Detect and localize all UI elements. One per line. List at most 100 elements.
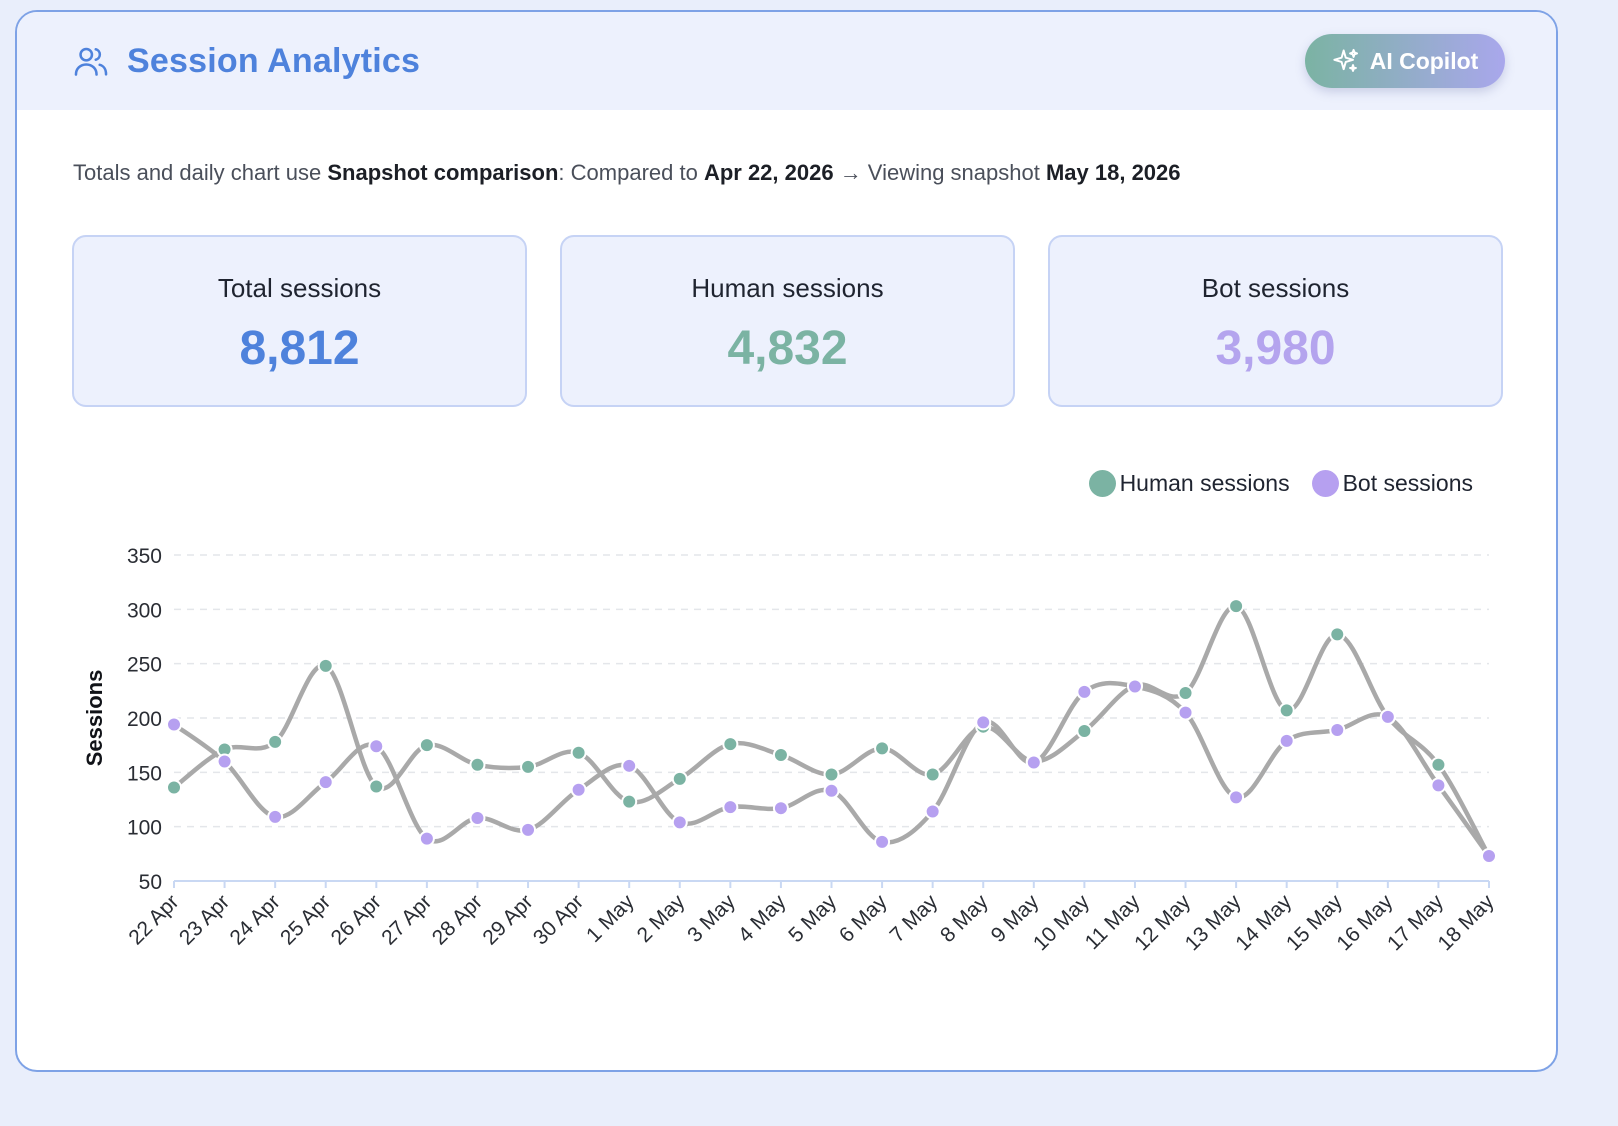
data-point-bot — [1228, 789, 1245, 806]
y-tick-label: 300 — [127, 599, 162, 622]
stat-card-bot-sessions: Bot sessions 3,980 — [1048, 235, 1503, 407]
data-point-bot — [368, 738, 385, 755]
x-tick-label: 2 May — [633, 890, 690, 947]
session-analytics-card: Session Analytics AI Copilot Totals and … — [15, 10, 1558, 1072]
x-tick-label: 30 Apr — [529, 890, 588, 949]
ai-copilot-label: AI Copilot — [1369, 47, 1479, 74]
data-point-human — [1076, 723, 1093, 740]
legend-label-human: Human sessions — [1119, 470, 1290, 496]
data-point-human — [267, 733, 284, 750]
data-point-human — [722, 736, 739, 753]
data-point-bot — [1278, 732, 1295, 749]
x-tick-label: 5 May — [784, 890, 841, 947]
data-point-bot — [570, 781, 587, 798]
page-title: Session Analytics — [127, 42, 421, 80]
x-tick-label: 25 Apr — [276, 890, 335, 949]
x-tick-label: 26 Apr — [327, 890, 386, 949]
x-tick-label: 13 May — [1181, 890, 1246, 955]
data-point-bot — [267, 808, 284, 825]
card-header: Session Analytics AI Copilot — [17, 12, 1556, 110]
data-point-bot — [418, 830, 435, 847]
data-point-human — [1228, 598, 1245, 615]
data-point-human — [874, 740, 891, 757]
data-point-bot — [1329, 721, 1346, 738]
data-point-human — [621, 793, 638, 810]
data-point-bot — [1126, 678, 1143, 695]
series-line-bot — [171, 680, 1492, 859]
data-point-human — [520, 758, 537, 775]
subtitle-compared-text: : Compared to — [558, 160, 704, 185]
data-point-human — [1329, 626, 1346, 643]
data-point-human — [1430, 756, 1447, 773]
data-point-bot — [823, 782, 840, 799]
data-point-bot — [1076, 683, 1093, 700]
data-point-human — [570, 744, 587, 761]
data-point-human — [671, 770, 688, 787]
legend-item-human[interactable]: Human sessions — [1088, 470, 1290, 497]
stat-label-human: Human sessions — [691, 273, 884, 303]
subtitle-mode: Snapshot comparison — [327, 160, 559, 185]
users-icon — [74, 47, 108, 76]
stat-label-total: Total sessions — [217, 273, 382, 303]
data-point-human — [772, 746, 789, 763]
y-tick-label: 150 — [127, 762, 162, 785]
subtitle-arrow: → Viewing snapshot — [833, 160, 1046, 185]
data-point-bot — [520, 821, 537, 838]
sparkle-icon — [1333, 48, 1358, 72]
x-tick-label: 16 May — [1332, 890, 1397, 955]
x-tick-label: 27 Apr — [377, 890, 436, 949]
x-tick-label: 28 Apr — [428, 890, 487, 949]
x-tick-label: 10 May — [1029, 890, 1094, 955]
legend-swatch-human — [1088, 470, 1116, 497]
chart-legend: Human sessions Bot sessions — [1088, 470, 1473, 497]
x-tick-label: 22 Apr — [124, 890, 183, 949]
data-point-bot — [671, 814, 688, 831]
subtitle-prefix: Totals and daily chart use — [73, 160, 328, 185]
y-tick-label: 200 — [127, 708, 162, 731]
data-point-bot — [722, 799, 739, 816]
y-tick-label: 50 — [139, 871, 162, 894]
y-tick-label: 350 — [127, 545, 162, 568]
stat-label-bot: Bot sessions — [1201, 273, 1350, 303]
series-line-human — [171, 603, 1492, 859]
x-tick-label: 6 May — [835, 890, 892, 947]
x-tick-label: 15 May — [1282, 890, 1347, 955]
data-point-human — [317, 657, 334, 674]
x-tick-label: 17 May — [1383, 890, 1448, 955]
data-point-bot — [1430, 777, 1447, 794]
data-point-bot — [621, 757, 638, 774]
ai-copilot-button[interactable]: AI Copilot — [1305, 34, 1505, 88]
stat-card-total-sessions: Total sessions 8,812 — [72, 235, 527, 407]
data-point-bot — [772, 800, 789, 817]
data-point-human — [469, 756, 486, 773]
x-tick-label: 12 May — [1130, 890, 1195, 955]
legend-item-bot[interactable]: Bot sessions — [1311, 470, 1473, 497]
data-point-human — [166, 779, 182, 796]
data-point-bot — [1177, 704, 1194, 721]
x-tick-label: 4 May — [734, 890, 791, 947]
legend-label-bot: Bot sessions — [1342, 470, 1473, 496]
stat-value-bot: 3,980 — [1215, 322, 1336, 375]
data-point-human — [368, 778, 385, 795]
y-axis-label: Sessions — [82, 670, 107, 767]
x-tick-label: 24 Apr — [225, 890, 284, 949]
x-tick-label: 8 May — [936, 890, 993, 947]
data-point-human — [418, 737, 435, 754]
y-tick-label: 100 — [127, 817, 162, 840]
data-point-bot — [469, 809, 486, 826]
x-tick-label: 1 May — [582, 890, 639, 947]
data-point-bot — [1481, 848, 1497, 865]
data-point-bot — [166, 716, 182, 733]
data-point-human — [1278, 702, 1295, 719]
legend-swatch-bot — [1311, 470, 1339, 497]
x-tick-label: 7 May — [885, 890, 942, 947]
stat-value-total: 8,812 — [239, 322, 360, 375]
y-tick-label: 250 — [127, 654, 162, 677]
x-tick-label: 23 Apr — [175, 890, 234, 949]
subtitle-viewing-date: May 18, 2026 — [1045, 160, 1181, 185]
data-point-bot — [874, 833, 891, 850]
x-tick-label: 18 May — [1434, 890, 1499, 955]
stat-card-human-sessions: Human sessions 4,832 — [560, 235, 1015, 407]
data-point-human — [924, 766, 941, 783]
